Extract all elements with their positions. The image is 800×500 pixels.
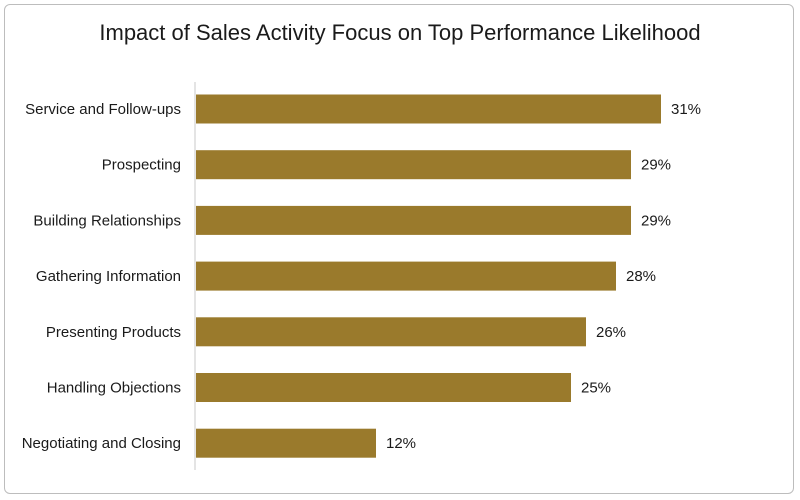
category-label: Negotiating and Closing [22, 435, 181, 452]
chart-title: Impact of Sales Activity Focus on Top Pe… [99, 20, 701, 45]
category-label: Presenting Products [46, 324, 181, 341]
bar [196, 317, 586, 347]
value-label: 25% [581, 380, 611, 397]
bar [196, 150, 631, 180]
bar [196, 94, 661, 124]
value-label: 28% [626, 268, 656, 285]
category-label: Prospecting [102, 157, 181, 174]
bar [196, 373, 571, 402]
chart-frame [4, 4, 794, 494]
category-label: Gathering Information [36, 268, 181, 285]
bar [196, 261, 616, 291]
bar [196, 205, 631, 235]
value-label: 26% [596, 324, 626, 341]
bar [196, 428, 376, 458]
value-label: 31% [671, 101, 701, 118]
value-label: 29% [641, 212, 671, 229]
value-label: 29% [641, 157, 671, 174]
bars-group: Service and Follow-ups 31% Prospecting 29% B… [22, 94, 701, 458]
value-label: 12% [386, 435, 416, 452]
category-label: Handling Objections [47, 380, 181, 397]
category-label: Service and Follow-ups [25, 101, 181, 118]
category-label: Building Relationships [33, 212, 181, 229]
